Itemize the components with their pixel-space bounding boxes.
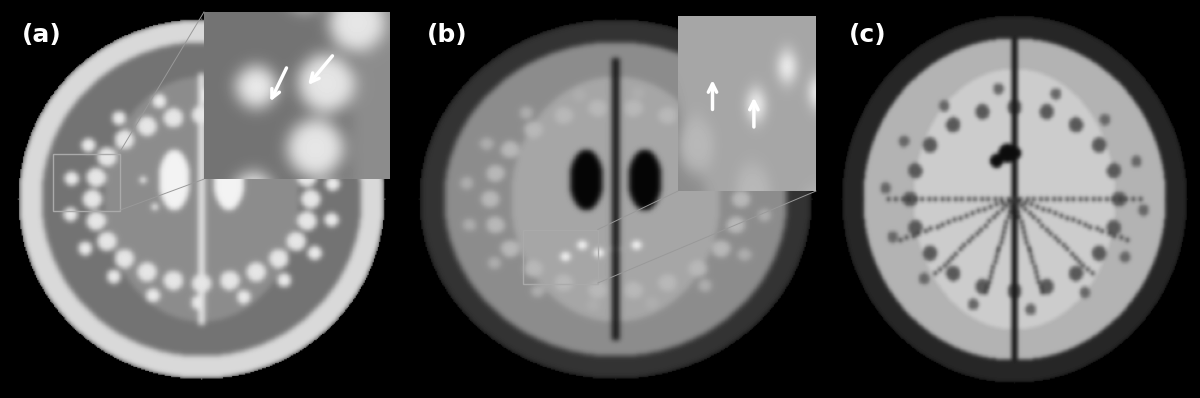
- Text: (a): (a): [22, 23, 61, 47]
- Text: (b): (b): [426, 23, 467, 47]
- Bar: [523, 230, 599, 284]
- Text: (c): (c): [848, 23, 886, 47]
- Bar: [54, 154, 120, 211]
